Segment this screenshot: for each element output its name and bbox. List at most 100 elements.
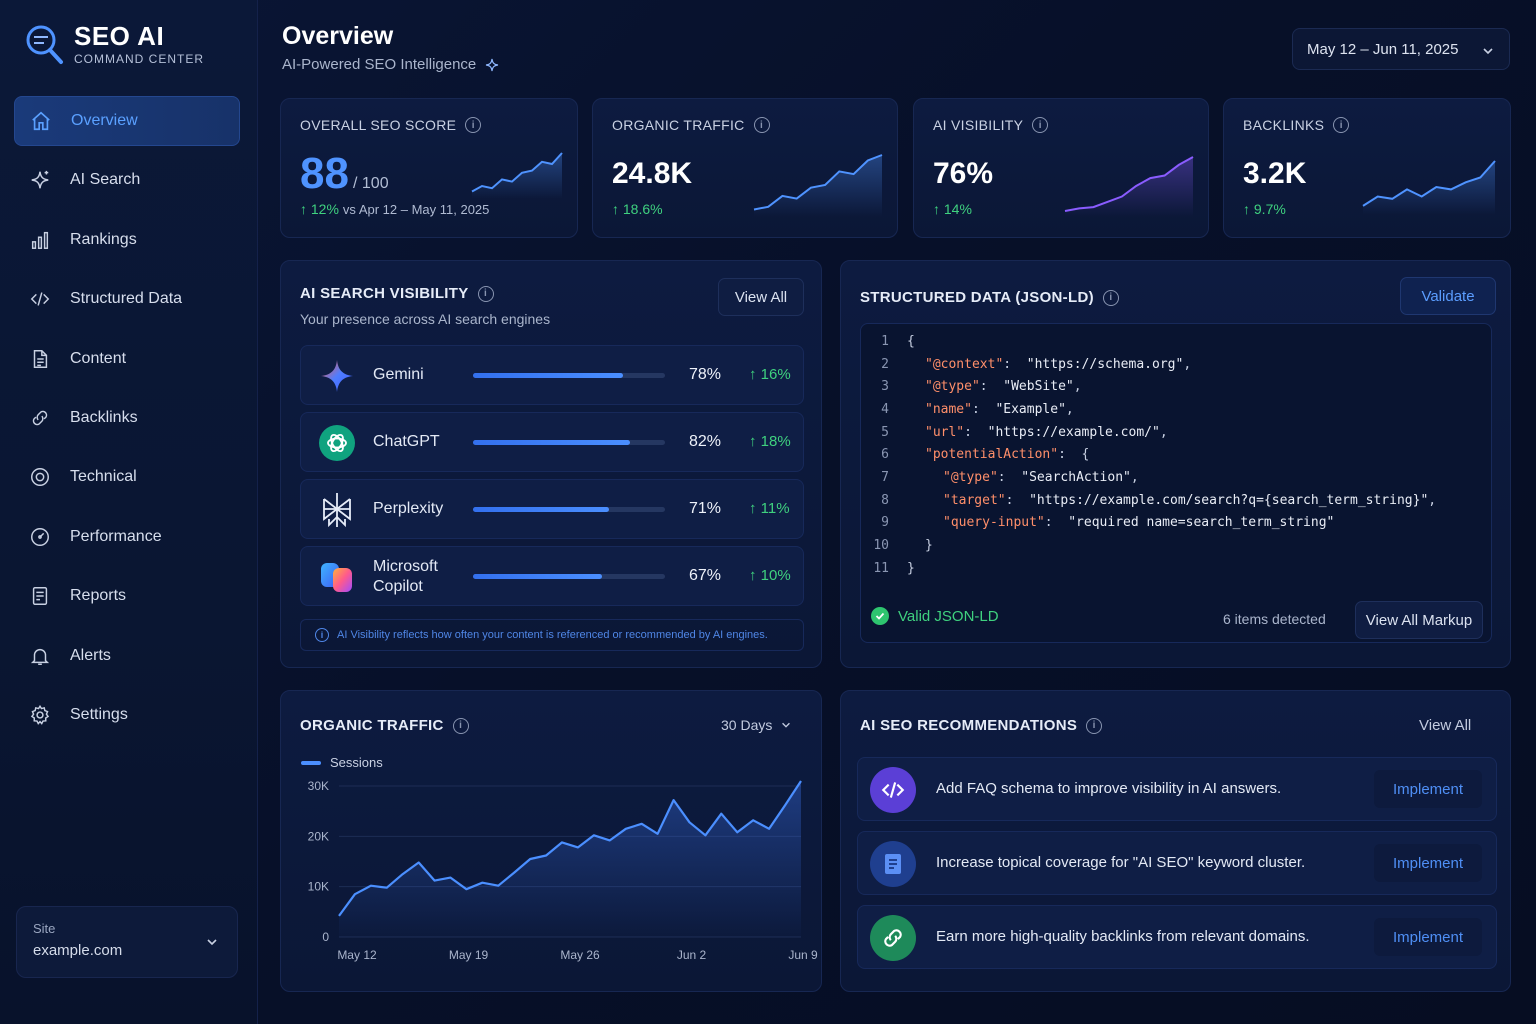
chevron-down-icon — [1483, 48, 1493, 55]
code-punctuation: : — [1003, 356, 1027, 372]
ai-engine-name: ChatGPT — [373, 433, 440, 450]
kpi-label: AI VISIBILITY i — [933, 117, 1049, 133]
code-punctuation: , — [1183, 356, 1192, 372]
info-icon[interactable]: i — [1032, 117, 1049, 133]
ai-engine-change: ↑ 18% — [749, 433, 791, 450]
code-punctuation: , — [1073, 379, 1082, 395]
code-string: "WebSite" — [1003, 379, 1074, 395]
json-ld-code-block[interactable]: 1{2 "@context": "https://schema.org", 3 "@t… — [860, 323, 1492, 643]
code-punctuation: : — [997, 470, 1022, 486]
code-punctuation: , — [1130, 470, 1139, 486]
sidebar-item-alerts[interactable]: Alerts — [14, 631, 240, 681]
sidebar-item-label: Alerts — [70, 646, 111, 664]
kpi-value: 76% — [933, 157, 994, 190]
sidebar-item-overview[interactable]: Overview — [14, 96, 240, 146]
implement-button[interactable]: Implement — [1374, 918, 1482, 956]
info-icon[interactable]: i — [477, 285, 494, 302]
kpi-label-text: ORGANIC TRAFFIC — [612, 117, 745, 133]
sidebar-item-content[interactable]: Content — [14, 334, 240, 384]
sidebar-item-technical[interactable]: Technical — [14, 452, 240, 502]
info-icon[interactable]: i — [452, 717, 469, 734]
link-icon — [28, 406, 52, 430]
code-string: "Example" — [995, 401, 1066, 417]
brand-title: SEO AI — [74, 21, 165, 51]
organic-traffic-chart-card: ORGANIC TRAFFIC i 30 Days Sessions 0 10K 20… — [280, 690, 822, 992]
ai-engine-row-gemini[interactable]: Gemini 78% ↑ 16% — [300, 345, 804, 405]
recommendation-row[interactable]: Earn more high-quality backlinks from re… — [857, 905, 1497, 969]
sidebar-item-rankings[interactable]: Rankings — [14, 215, 240, 265]
y-tick-label: 30K — [308, 779, 329, 793]
section-subtitle: Your presence across AI search engines — [300, 311, 551, 327]
sidebar-item-structured-data[interactable]: Structured Data — [14, 274, 240, 324]
search-logo-icon — [26, 25, 63, 64]
visibility-bar-fill — [473, 440, 631, 445]
range-selector[interactable]: 30 Days — [721, 717, 792, 733]
sparkline — [1064, 156, 1194, 217]
info-icon[interactable]: i — [465, 117, 482, 133]
ai-visibility-note-text: AI Visibility reflects how often your co… — [337, 629, 768, 641]
code-key: "@context" — [925, 356, 1004, 372]
site-selector[interactable]: Site example.com — [16, 906, 238, 978]
sparkline-area — [1065, 157, 1193, 217]
sidebar-item-performance[interactable]: Performance — [14, 512, 240, 562]
recommendation-text: Add FAQ schema to improve visibility in … — [936, 780, 1282, 797]
recommendation-row[interactable]: Increase topical coverage for "AI SEO" k… — [857, 831, 1497, 895]
sidebar-item-label: Performance — [70, 527, 162, 545]
sidebar: SEO AI COMMAND CENTER Overview AI Search… — [0, 0, 258, 1024]
info-icon[interactable]: i — [1102, 289, 1119, 306]
code-line: 1{ — [861, 330, 915, 353]
section-title: AI SEO RECOMMENDATIONS i — [860, 717, 1103, 734]
validate-button[interactable]: Validate — [1400, 277, 1496, 315]
sidebar-item-reports[interactable]: Reports — [14, 571, 240, 621]
section-title-text: STRUCTURED DATA (JSON-LD) — [860, 289, 1094, 306]
code-key: "url" — [925, 424, 965, 440]
brand[interactable]: SEO AI COMMAND CENTER — [24, 22, 204, 66]
ai-engine-name-line: Copilot — [373, 578, 423, 595]
ai-engine-change: ↑ 11% — [749, 500, 790, 517]
ai-engine-row-copilot[interactable]: Microsoft Copilot 67% ↑ 10% — [300, 546, 804, 606]
sparkle-icon — [28, 168, 52, 192]
kpi-change: ↑ 12% vs Apr 12 – May 11, 2025 — [300, 201, 489, 217]
implement-button[interactable]: Implement — [1374, 770, 1482, 808]
view-all-link[interactable]: View All — [1419, 717, 1472, 734]
view-all-button[interactable]: View All — [718, 278, 804, 316]
chart-legend: Sessions — [301, 755, 383, 770]
ai-engine-row-chatgpt[interactable]: ChatGPT 82% ↑ 18% — [300, 412, 804, 472]
visibility-bar-fill — [473, 373, 623, 378]
home-icon — [29, 109, 53, 133]
visibility-bar — [473, 440, 665, 445]
sidebar-item-backlinks[interactable]: Backlinks — [14, 393, 240, 443]
x-tick-label: May 19 — [449, 948, 489, 962]
sparkline — [1362, 160, 1496, 215]
sidebar-item-ai-search[interactable]: AI Search — [14, 155, 240, 205]
date-range-picker[interactable]: May 12 – Jun 11, 2025 — [1292, 28, 1510, 70]
code-key: "target" — [943, 492, 1006, 508]
section-title-text: ORGANIC TRAFFIC — [300, 717, 444, 734]
x-tick-label: Jun 9 — [788, 948, 818, 962]
ai-engine-row-perplexity[interactable]: Perplexity 71% ↑ 11% — [300, 479, 804, 539]
line-number: 10 — [873, 538, 889, 554]
info-icon[interactable]: i — [1086, 717, 1103, 734]
kpi-change: ↑ 9.7% — [1243, 201, 1286, 217]
line-number: 9 — [881, 515, 889, 531]
implement-button[interactable]: Implement — [1374, 844, 1482, 882]
ai-engine-percent: 71% — [689, 500, 722, 517]
sidebar-item-label: Reports — [70, 587, 127, 605]
info-icon[interactable]: i — [1333, 117, 1350, 133]
legend-swatch — [301, 760, 321, 765]
code-key: "@type" — [943, 470, 998, 486]
chatgpt-icon — [317, 424, 357, 462]
ai-engine-percent: 78% — [689, 366, 722, 383]
bar-chart-icon — [28, 228, 52, 252]
info-icon[interactable]: i — [753, 117, 770, 133]
sidebar-item-settings[interactable]: Settings — [14, 690, 240, 740]
line-number: 4 — [881, 401, 889, 417]
recommendation-row[interactable]: Add FAQ schema to improve visibility in … — [857, 757, 1497, 821]
view-all-markup-button[interactable]: View All Markup — [1355, 601, 1483, 639]
code-punctuation: : — [979, 379, 1004, 395]
document-icon — [28, 347, 52, 371]
ai-engine-change: ↑ 10% — [749, 567, 791, 584]
line-number: 1 — [881, 333, 889, 349]
sidebar-item-label: Rankings — [70, 230, 137, 248]
line-number: 5 — [881, 424, 889, 440]
